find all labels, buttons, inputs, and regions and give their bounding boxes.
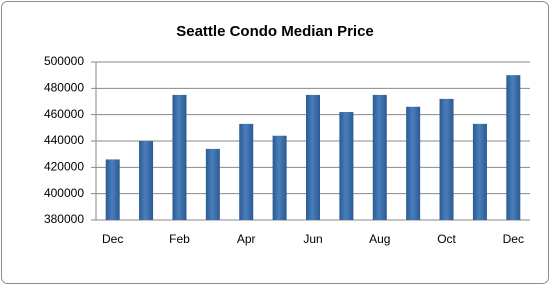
bar [139, 141, 154, 220]
y-tick-label: 500000 [44, 54, 84, 68]
x-tick-label: Dec [102, 232, 123, 246]
x-tick-label: Dec [503, 232, 524, 246]
bar [272, 135, 287, 220]
bar [506, 75, 521, 221]
bar [406, 106, 421, 220]
bar [205, 148, 220, 220]
y-tick-label: 380000 [44, 212, 84, 226]
x-tick-label: Apr [237, 232, 256, 246]
y-tick-label: 480000 [44, 81, 84, 95]
bar [339, 112, 354, 220]
x-tick-label: Jun [303, 232, 322, 246]
x-tick-label: Oct [437, 232, 456, 246]
bar [472, 123, 487, 220]
y-tick-label: 420000 [44, 160, 84, 174]
y-tick-label: 460000 [44, 107, 84, 121]
y-tick-label: 440000 [44, 133, 84, 147]
bar [306, 94, 320, 220]
x-tick-label: Feb [169, 232, 190, 246]
x-tick-label: Aug [369, 232, 390, 246]
bar [172, 94, 187, 220]
bar [372, 94, 387, 220]
chart-title: Seattle Condo Median Price [176, 23, 374, 40]
y-tick-label: 400000 [44, 186, 84, 200]
bar [439, 98, 454, 220]
bar [239, 123, 254, 220]
bar [105, 159, 120, 220]
